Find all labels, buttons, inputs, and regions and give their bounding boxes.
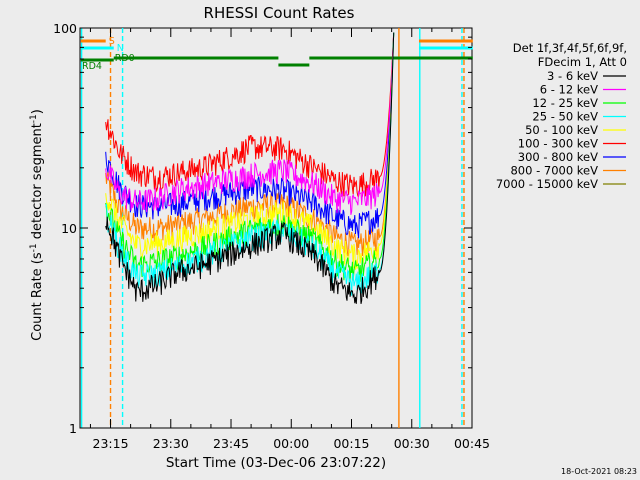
x-tick-label-4: 00:15 bbox=[333, 436, 369, 451]
legend-label-8: 7000 - 15000 keV bbox=[496, 177, 598, 191]
attenuator-label-0: S bbox=[109, 36, 115, 47]
series-line-4 bbox=[105, 32, 395, 270]
series-line-1 bbox=[105, 32, 395, 215]
series-layer bbox=[105, 32, 395, 305]
x-tick-label-1: 23:30 bbox=[153, 436, 189, 451]
y-axis-label-sup1: -1 bbox=[29, 243, 39, 252]
legend-label-2: 12 - 25 keV bbox=[532, 96, 598, 110]
chart-title: RHESSI Count Rates bbox=[204, 4, 355, 22]
x-tick-label-2: 23:45 bbox=[213, 436, 249, 451]
legend-label-1: 6 - 12 keV bbox=[540, 83, 598, 97]
x-tick-label-5: 00:30 bbox=[394, 436, 430, 451]
x-axis-label: Start Time (03-Dec-06 23:07:22) bbox=[166, 455, 386, 471]
y-tick-label-2: 100 bbox=[53, 21, 77, 36]
x-tick-label-6: 00:45 bbox=[454, 436, 490, 451]
decimation-label-0: N bbox=[117, 43, 124, 54]
rate-control-label-1: RD0 bbox=[115, 53, 135, 64]
legend-label-6: 300 - 800 keV bbox=[518, 150, 598, 164]
y-tick-label-0: 1 bbox=[69, 421, 77, 436]
y-axis-label-mid: detector segment bbox=[30, 123, 45, 243]
axis-ticks: 1 10 100 23:15 23:30 23:45 00:00 00:15 00:30 00:4… bbox=[53, 21, 490, 451]
footer-timestamp: 18-Oct-2021 08:23 bbox=[561, 467, 637, 476]
rate-control-label-0: RD4 bbox=[82, 61, 102, 72]
state-bars: SN RD4 RD0 bbox=[80, 36, 473, 72]
series-line-5 bbox=[105, 32, 395, 197]
legend-header-line-2: FDecim 1, Att 0 bbox=[538, 55, 627, 69]
y-axis-label-end: ) bbox=[30, 109, 45, 114]
legend-header-line-1: Det 1f,3f,4f,5f,6f,9f, bbox=[513, 41, 627, 55]
x-tick-label-3: 00:00 bbox=[273, 436, 309, 451]
legend-label-4: 50 - 100 keV bbox=[525, 123, 598, 137]
series-line-7 bbox=[105, 32, 395, 257]
vertical-marker-lines bbox=[80, 28, 465, 428]
y-tick-label-1: 10 bbox=[61, 221, 77, 236]
legend-label-5: 100 - 300 keV bbox=[518, 137, 598, 151]
legend-label-0: 3 - 6 keV bbox=[547, 69, 598, 83]
legend-label-3: 25 - 50 keV bbox=[532, 110, 598, 124]
series-line-0 bbox=[105, 32, 395, 305]
legend: Det 1f,3f,4f,5f,6f,9f, FDecim 1, Att 0 3… bbox=[496, 41, 627, 191]
y-axis-label-sup2: -1 bbox=[29, 114, 39, 123]
series-line-2 bbox=[105, 32, 395, 282]
legend-label-7: 800 - 7000 keV bbox=[510, 164, 598, 178]
y-axis-label-main: Count Rate (s bbox=[30, 252, 45, 341]
y-axis-label: Count Rate (s-1 detector segment-1) bbox=[29, 109, 45, 341]
x-tick-label-0: 23:15 bbox=[93, 436, 129, 451]
